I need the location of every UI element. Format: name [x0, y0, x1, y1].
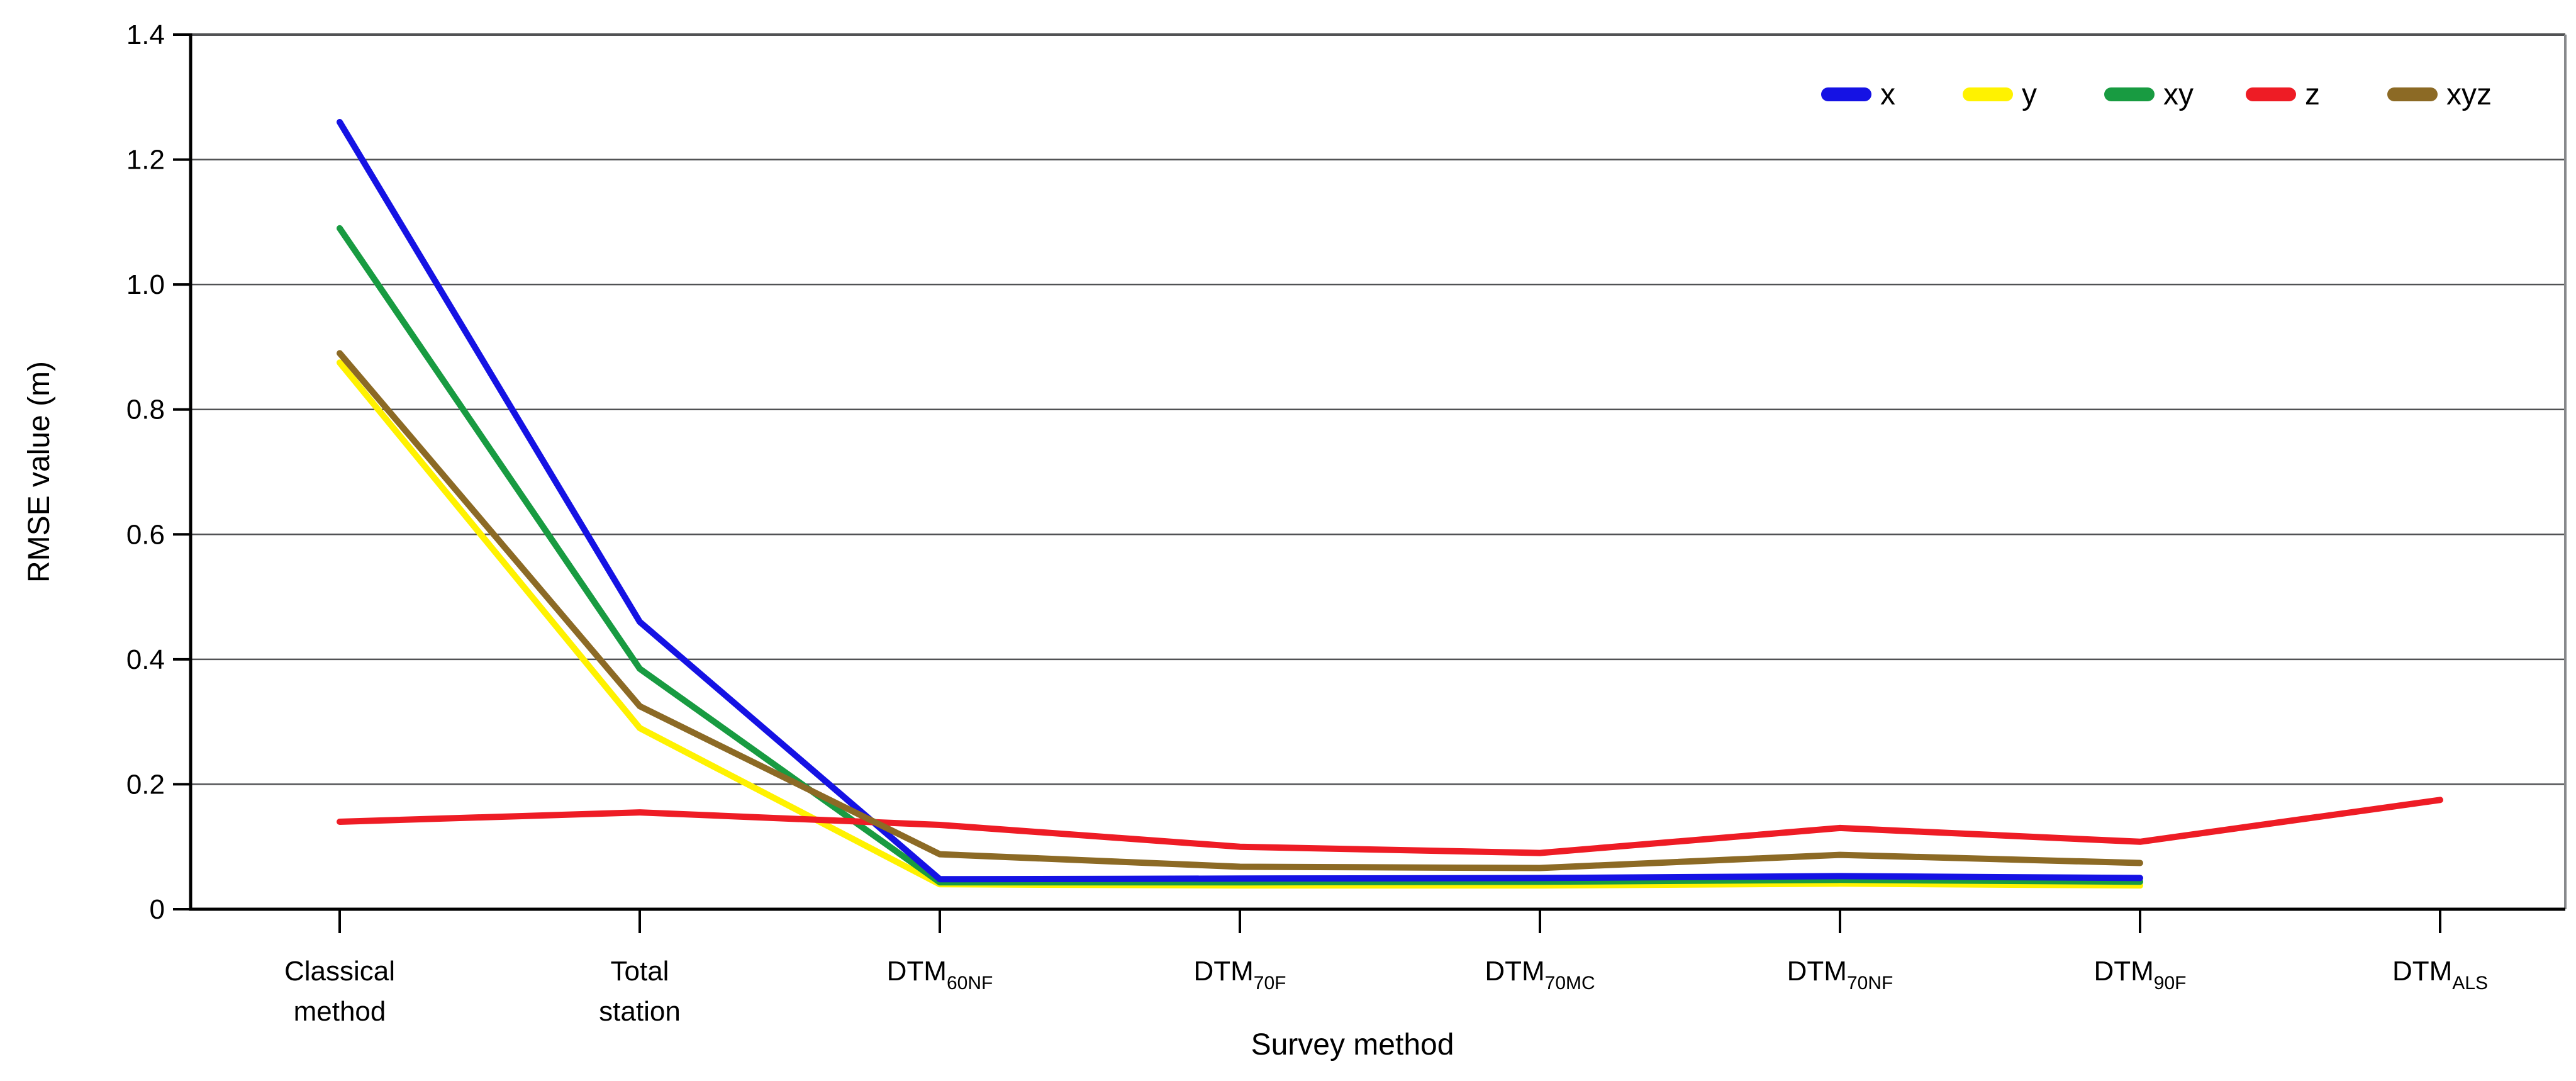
x-category-label: DTM90F — [2094, 956, 2186, 994]
axes-group — [189, 33, 2565, 911]
x-category-label: DTM70NF — [1787, 956, 1893, 994]
series-group — [337, 119, 2443, 889]
y-tick-label: 0.4 — [126, 644, 165, 675]
legend-label-y: y — [2022, 78, 2037, 111]
x-category-label-subscript: 70MC — [1545, 973, 1595, 994]
legend-item-xy: xy — [2104, 78, 2194, 111]
x-category-label: DTM60NF — [887, 956, 993, 994]
x-category-label-main: DTM — [1485, 956, 1544, 987]
x-category-label-line2: method — [294, 996, 386, 1027]
legend-item-xyz: xyz — [2387, 78, 2492, 111]
y-tick-label: 0.8 — [126, 395, 165, 425]
legend-label-x: x — [1880, 78, 1895, 111]
legend-swatch-y — [1963, 87, 2013, 101]
x-category-label: DTM70MC — [1485, 956, 1595, 994]
y-axis-title: RMSE value (m) — [23, 361, 56, 583]
legend: x y xy z xyz — [1821, 78, 2492, 111]
series-line-xy — [337, 225, 2143, 886]
legend-label-z: z — [2305, 78, 2320, 111]
legend-item-z: z — [2246, 78, 2320, 111]
x-category-label-main: Classical — [284, 956, 395, 987]
x-category-label-main: DTM — [887, 956, 947, 987]
series-line-z — [337, 797, 2443, 856]
x-category-label-main: DTM — [2392, 956, 2452, 987]
legend-item-y: y — [1963, 78, 2037, 111]
x-category-label-main: DTM — [1787, 956, 1847, 987]
x-category-label-main: DTM — [1193, 956, 1253, 987]
series-line-xyz — [337, 350, 2143, 871]
legend-swatch-x — [1821, 87, 1871, 101]
legend-label-xy: xy — [2163, 78, 2194, 111]
x-category-label: DTMALS — [2392, 956, 2488, 994]
x-category-label-main: Total — [611, 956, 669, 987]
y-tick-label: 1.2 — [126, 145, 165, 176]
x-category-label-main: DTM — [2094, 956, 2153, 987]
x-category-label-line2: station — [599, 996, 681, 1027]
y-tick-label: 1.0 — [126, 269, 165, 300]
y-tick-label: 0 — [150, 894, 165, 925]
y-tick-label: 0.2 — [126, 769, 165, 800]
legend-swatch-z — [2246, 87, 2296, 101]
legend-label-xyz: xyz — [2446, 78, 2492, 111]
series-line-x — [337, 119, 2143, 883]
legend-item-x: x — [1821, 78, 1895, 111]
x-category-label-subscript: 70NF — [1847, 973, 1893, 994]
x-category-label-subscript: 70F — [1254, 973, 1286, 994]
y-tick-label: 1.4 — [126, 20, 165, 50]
legend-swatch-xy — [2104, 87, 2155, 101]
x-category-label-subscript: ALS — [2452, 973, 2488, 994]
x-axis-title: Survey method — [1251, 1028, 1454, 1061]
x-category-label: DTM70F — [1193, 956, 1286, 994]
y-tick-label: 0.6 — [126, 519, 165, 550]
x-category-label: Classical method — [284, 956, 395, 1027]
x-category-label: Total station — [599, 956, 681, 1027]
legend-swatch-xyz — [2387, 87, 2438, 101]
x-category-label-subscript: 60NF — [947, 973, 993, 994]
y-axis-ticks-group: 0 0.2 0.4 0.6 0.8 1.0 1.2 1.4 — [126, 20, 191, 925]
x-category-label-subscript: 90F — [2154, 973, 2187, 994]
